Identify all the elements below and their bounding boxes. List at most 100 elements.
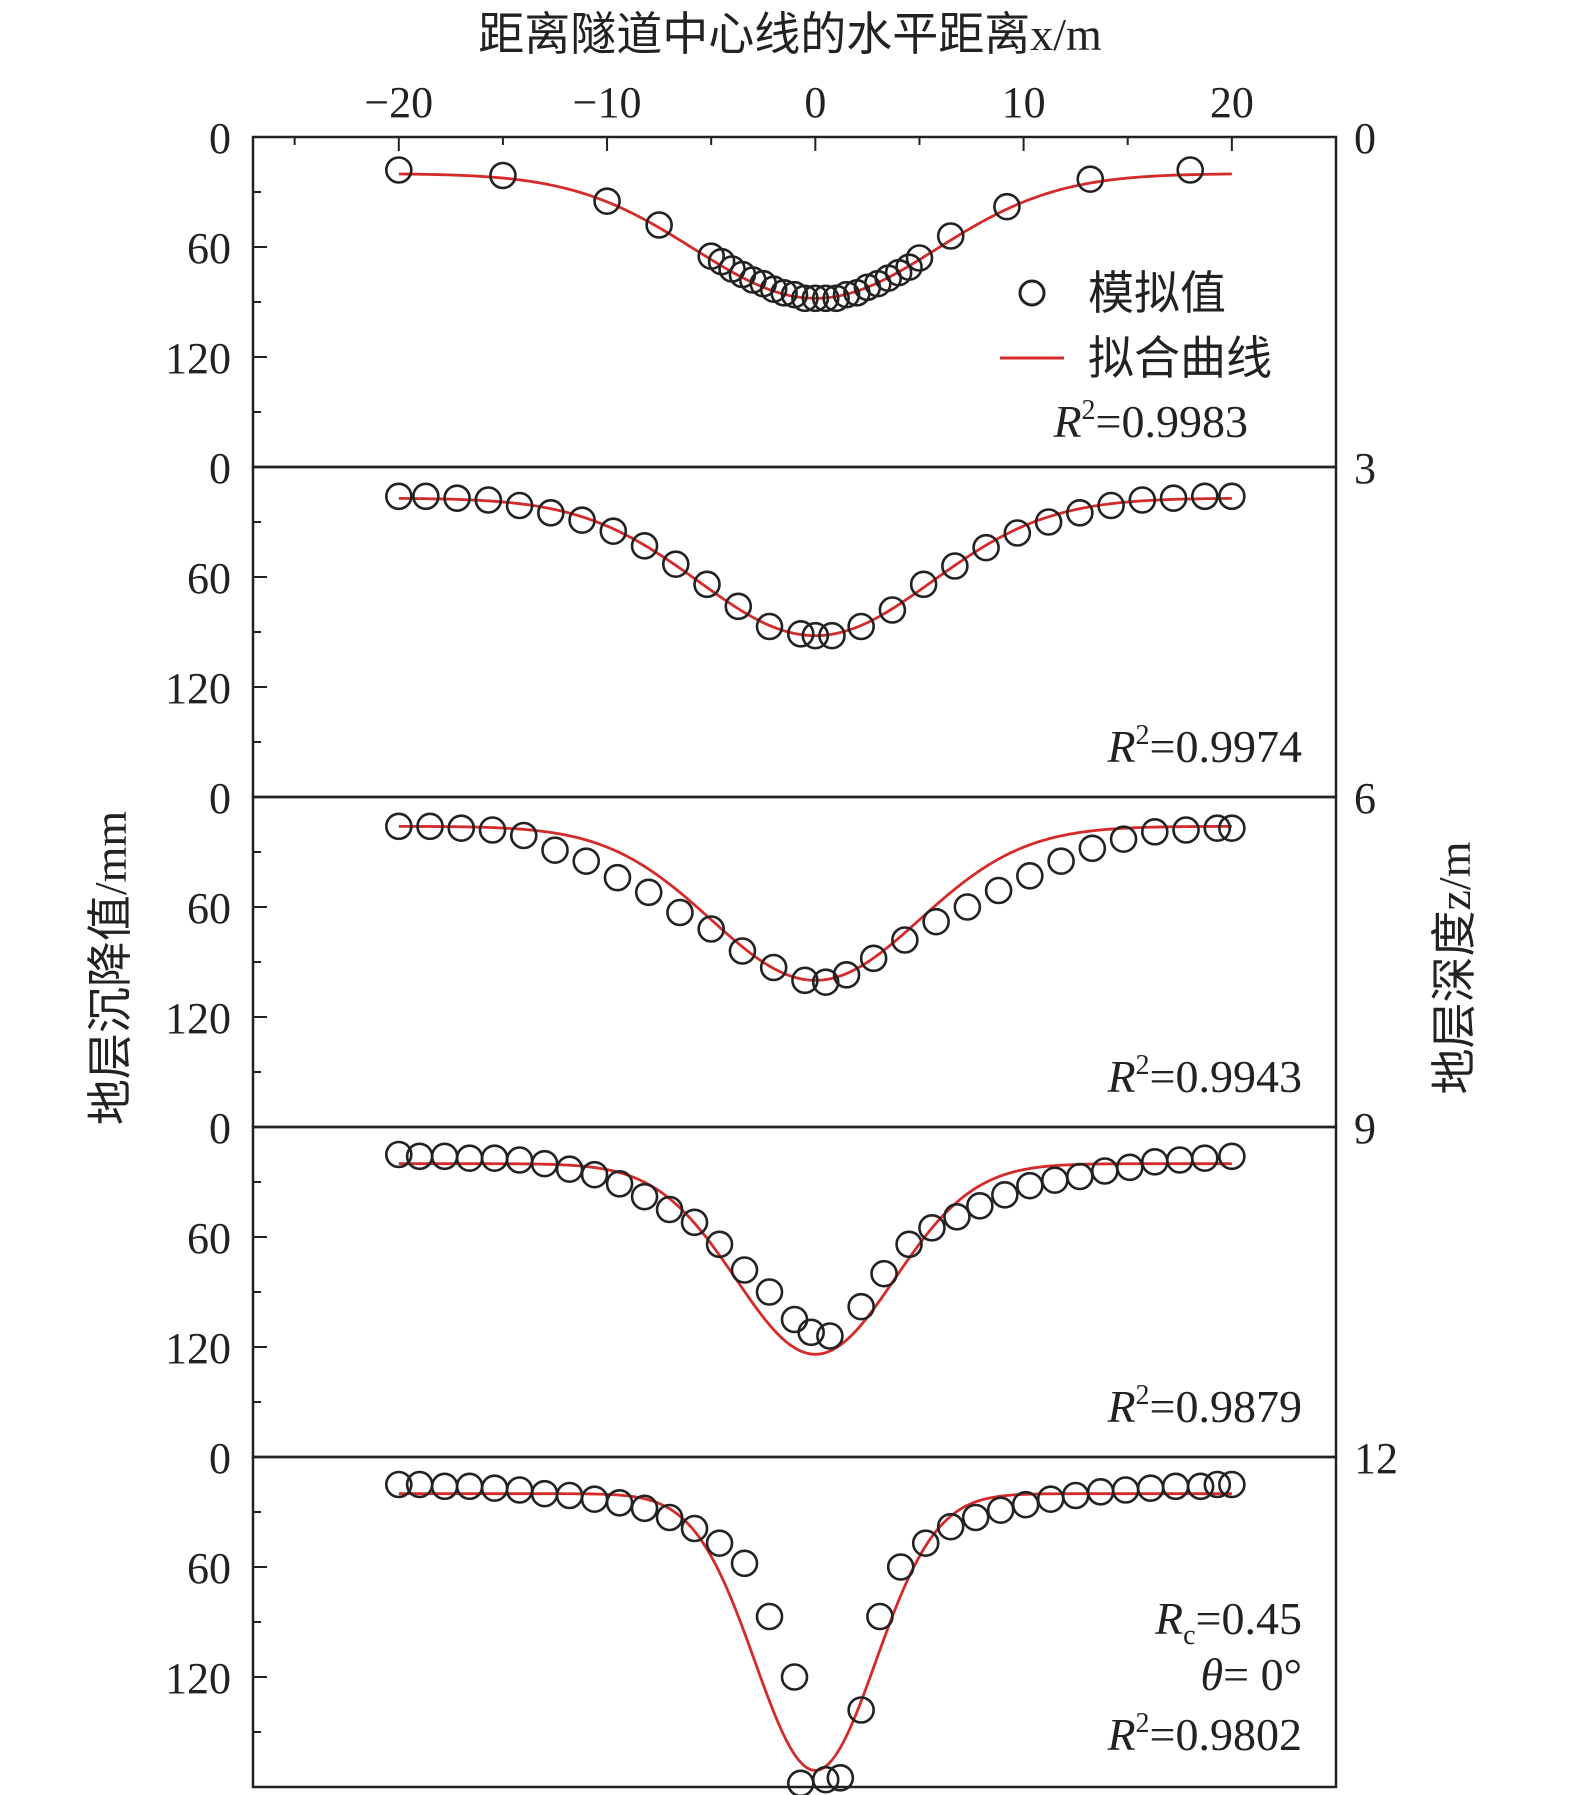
simulated-point <box>384 812 413 841</box>
simulated-point <box>505 491 534 520</box>
simulated-point <box>786 1769 815 1795</box>
fit-curve <box>398 824 1232 982</box>
panel-0: 0 60 120 R2=0.9983 <box>165 114 1338 469</box>
simulated-point <box>384 156 413 184</box>
simulated-point <box>1111 1476 1140 1504</box>
simulated-point <box>1172 816 1200 844</box>
simulated-point <box>905 244 934 272</box>
simulated-point <box>918 1214 946 1242</box>
fit-curve <box>398 172 1232 300</box>
right-tick-label: 9 <box>1354 1104 1376 1153</box>
simulated-point <box>878 596 907 624</box>
simulated-point <box>832 961 861 989</box>
simulated-point <box>895 1230 923 1259</box>
simulated-point <box>1176 156 1205 184</box>
simulated-point <box>480 1144 509 1172</box>
simulated-point <box>705 1529 734 1557</box>
theta-annotation: θ= 0° <box>1201 1649 1302 1700</box>
right-tick-label: 0 <box>1354 114 1376 163</box>
x-tick-label: 20 <box>1210 78 1254 127</box>
simulated-point <box>870 1259 898 1288</box>
simulated-point <box>1128 486 1157 514</box>
simulated-point <box>816 1322 844 1350</box>
simulated-point <box>1165 1146 1194 1174</box>
simulated-point <box>537 499 565 527</box>
right-tick-label: 3 <box>1354 444 1376 493</box>
simulated-point <box>728 937 757 965</box>
simulated-point <box>1016 1171 1044 1200</box>
simulated-point <box>505 1146 534 1174</box>
r2-annotation: R2=0.9974 <box>1106 720 1302 772</box>
simulated-point <box>1218 1470 1246 1499</box>
simulated-point <box>1218 814 1246 842</box>
simulated-point <box>580 1160 609 1189</box>
simulated-point <box>993 192 1021 221</box>
simulated-point <box>1190 482 1219 511</box>
simulated-point <box>984 876 1013 905</box>
x-axis: −20 −10 0 10 20 0 3 6 9 12 <box>293 78 1398 1483</box>
y-tick-label: 120 <box>165 994 231 1043</box>
y-tick-label: 0 <box>209 114 231 163</box>
right-tick-label: 12 <box>1354 1434 1398 1483</box>
simulated-point <box>730 1256 759 1284</box>
simulated-point <box>384 482 413 511</box>
simulated-point <box>991 1181 1019 1209</box>
simulated-point <box>1186 1472 1215 1501</box>
simulated-point <box>705 1230 734 1259</box>
simulated-point <box>1161 1472 1190 1501</box>
simulated-point <box>866 1602 894 1631</box>
simulated-point <box>811 1765 840 1794</box>
r2-annotation: R2=0.9802 <box>1106 1708 1302 1760</box>
simulated-point <box>1190 1144 1219 1172</box>
simulated-point <box>384 1140 413 1169</box>
r2-annotation: R2=0.9983 <box>1052 395 1248 447</box>
simulated-point <box>599 517 628 545</box>
simulated-point <box>724 592 753 621</box>
simulated-point <box>680 1514 709 1543</box>
simulated-point <box>478 816 507 844</box>
simulated-point <box>780 1663 809 1691</box>
r2-annotation: R2=0.9879 <box>1106 1380 1302 1432</box>
simulated-point <box>1066 499 1094 527</box>
simulated-point <box>443 484 471 512</box>
simulated-point <box>1086 1478 1115 1506</box>
simulated-point <box>986 1496 1015 1524</box>
simulated-point <box>922 907 950 936</box>
simulated-point <box>384 1470 413 1499</box>
simulated-point <box>655 1503 684 1532</box>
simulated-point <box>847 1292 875 1321</box>
simulated-point <box>1203 1470 1232 1499</box>
y-tick-label: 60 <box>187 1214 231 1263</box>
simulated-point <box>630 532 659 560</box>
panel-9: 0 60 120 R2=0.9879 <box>165 1104 1338 1459</box>
simulated-point <box>1041 1166 1069 1194</box>
x-tick-label: −20 <box>364 78 433 127</box>
simulated-point <box>480 1474 509 1502</box>
simulated-point <box>966 1192 994 1220</box>
simulated-point <box>455 1472 484 1501</box>
simulated-point <box>770 279 798 307</box>
simulated-point <box>416 812 444 841</box>
y-axis-right-title: 地层深度z/m <box>1429 841 1480 1094</box>
simulated-point <box>826 1764 855 1792</box>
simulated-point <box>661 550 690 578</box>
simulated-point <box>759 953 788 982</box>
fit-curve <box>398 1492 1232 1772</box>
simulated-point <box>1091 1157 1119 1185</box>
y-tick-label: 0 <box>209 1104 231 1153</box>
simulated-point <box>961 1503 990 1532</box>
fit-curve <box>398 1162 1232 1356</box>
legend: 模拟值 拟合曲线 <box>1000 268 1272 384</box>
simulated-point <box>1116 1153 1144 1182</box>
simulated-point <box>1061 1481 1090 1510</box>
simulated-point <box>474 486 503 514</box>
simulated-point <box>580 1485 609 1513</box>
panel-6: 0 60 120 R2=0.9943 <box>165 774 1338 1129</box>
simulated-point <box>1203 814 1232 842</box>
y-tick-label: 0 <box>209 774 231 823</box>
simulated-point <box>972 533 1000 562</box>
simulated-point <box>755 1602 784 1631</box>
panels-layer: 0 60 120 R2=0.9983 0 60 120 R2=0.9974 0 60 120 R2=0… <box>165 114 1338 1795</box>
y-tick-label: 120 <box>165 334 231 383</box>
